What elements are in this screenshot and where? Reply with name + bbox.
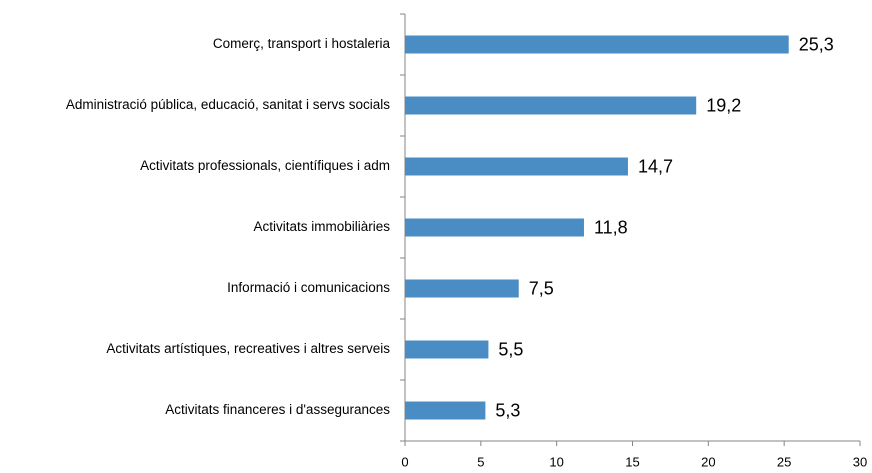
y-tick-label: Activitats artístiques, recreatives i al… [106, 341, 390, 356]
bar [405, 35, 789, 54]
x-tick-label: 30 [853, 454, 867, 469]
bar [405, 279, 519, 298]
x-tick-label: 25 [777, 454, 791, 469]
x-tick-label: 10 [549, 454, 563, 469]
bar [405, 218, 584, 237]
x-tick-label: 15 [625, 454, 639, 469]
x-tick-label: 0 [401, 454, 408, 469]
value-label: 11,8 [594, 217, 628, 237]
value-label: 5,3 [495, 400, 520, 420]
y-tick-label: Administració pública, educació, sanitat… [66, 97, 390, 112]
y-tick-label: Informació i comunicacions [227, 280, 390, 295]
value-label: 19,2 [706, 95, 741, 115]
y-tick-label: Activitats immobiliàries [253, 219, 390, 234]
value-label: 14,7 [638, 156, 673, 176]
bar [405, 157, 628, 176]
x-tick-label: 5 [477, 454, 484, 469]
y-tick-label: Activitats financeres i d'assegurances [165, 402, 390, 417]
bar [405, 96, 697, 115]
value-label: 5,5 [498, 339, 523, 359]
value-label: 7,5 [529, 278, 554, 298]
x-tick-label: 20 [701, 454, 715, 469]
value-label: 25,3 [799, 34, 834, 54]
bar [405, 401, 486, 420]
y-tick-label: Comerç, transport i hostaleria [213, 36, 391, 51]
y-tick-label: Activitats professionals, científiques i… [140, 158, 390, 173]
bar [405, 340, 489, 359]
